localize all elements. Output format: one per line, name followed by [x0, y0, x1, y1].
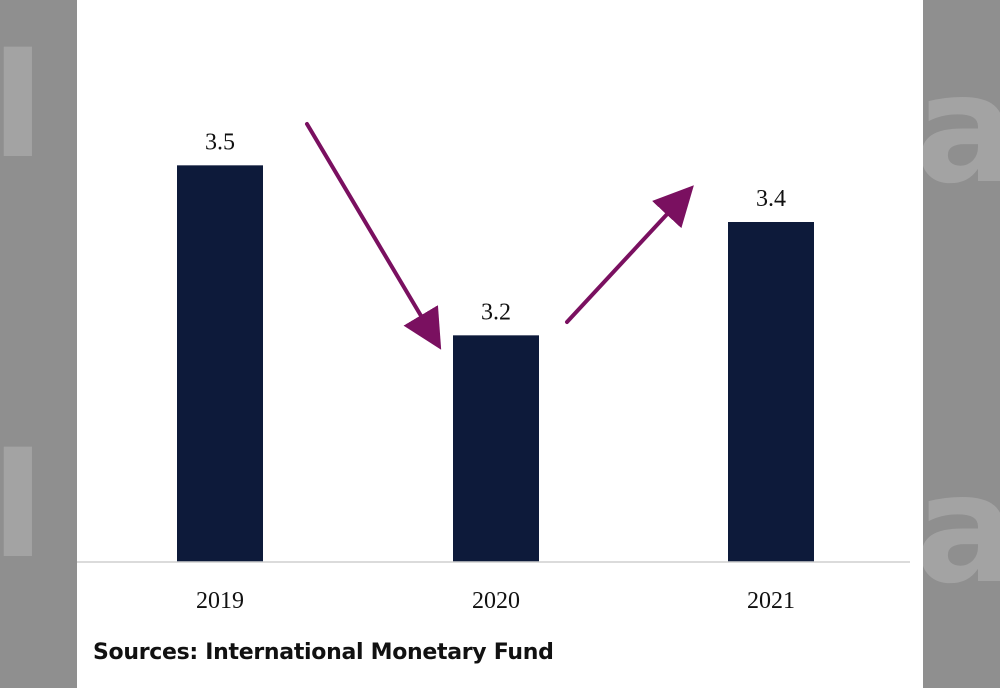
down-trend-arrow: [305, 122, 442, 350]
bar-2019: [177, 165, 263, 563]
x-tick-2021: 2021: [747, 588, 795, 614]
bar-2020: [453, 335, 539, 562]
data-label-2021: 3.4: [756, 186, 786, 212]
data-labels-group: 3.5 3.2 3.4: [205, 129, 786, 325]
x-tick-2020: 2020: [472, 588, 520, 614]
data-label-2019: 3.5: [205, 129, 235, 155]
bar-2021: [728, 222, 814, 562]
x-tick-labels-group: 2019 2020 2021: [196, 588, 795, 614]
data-label-2020: 3.2: [481, 299, 511, 325]
bars-group: [177, 165, 814, 563]
source-note: Sources: International Monetary Fund: [93, 640, 554, 665]
up-trend-arrow: [565, 185, 694, 324]
watermark-letter-top-left: I: [0, 18, 46, 192]
x-tick-2019: 2019: [196, 588, 244, 614]
watermark-letter-bottom-left: I: [0, 418, 46, 592]
bar-chart: 3.5 3.2 3.4 2019 2020 2021: [77, 122, 910, 614]
chart-panel: 3.5 3.2 3.4 2019 2020 2021 Sources: Internat…: [77, 0, 923, 688]
watermark-letter-bottom-right: a: [915, 443, 1000, 617]
trend-arrows-group: [305, 122, 694, 350]
watermark-letter-top-right: a: [915, 43, 1000, 217]
